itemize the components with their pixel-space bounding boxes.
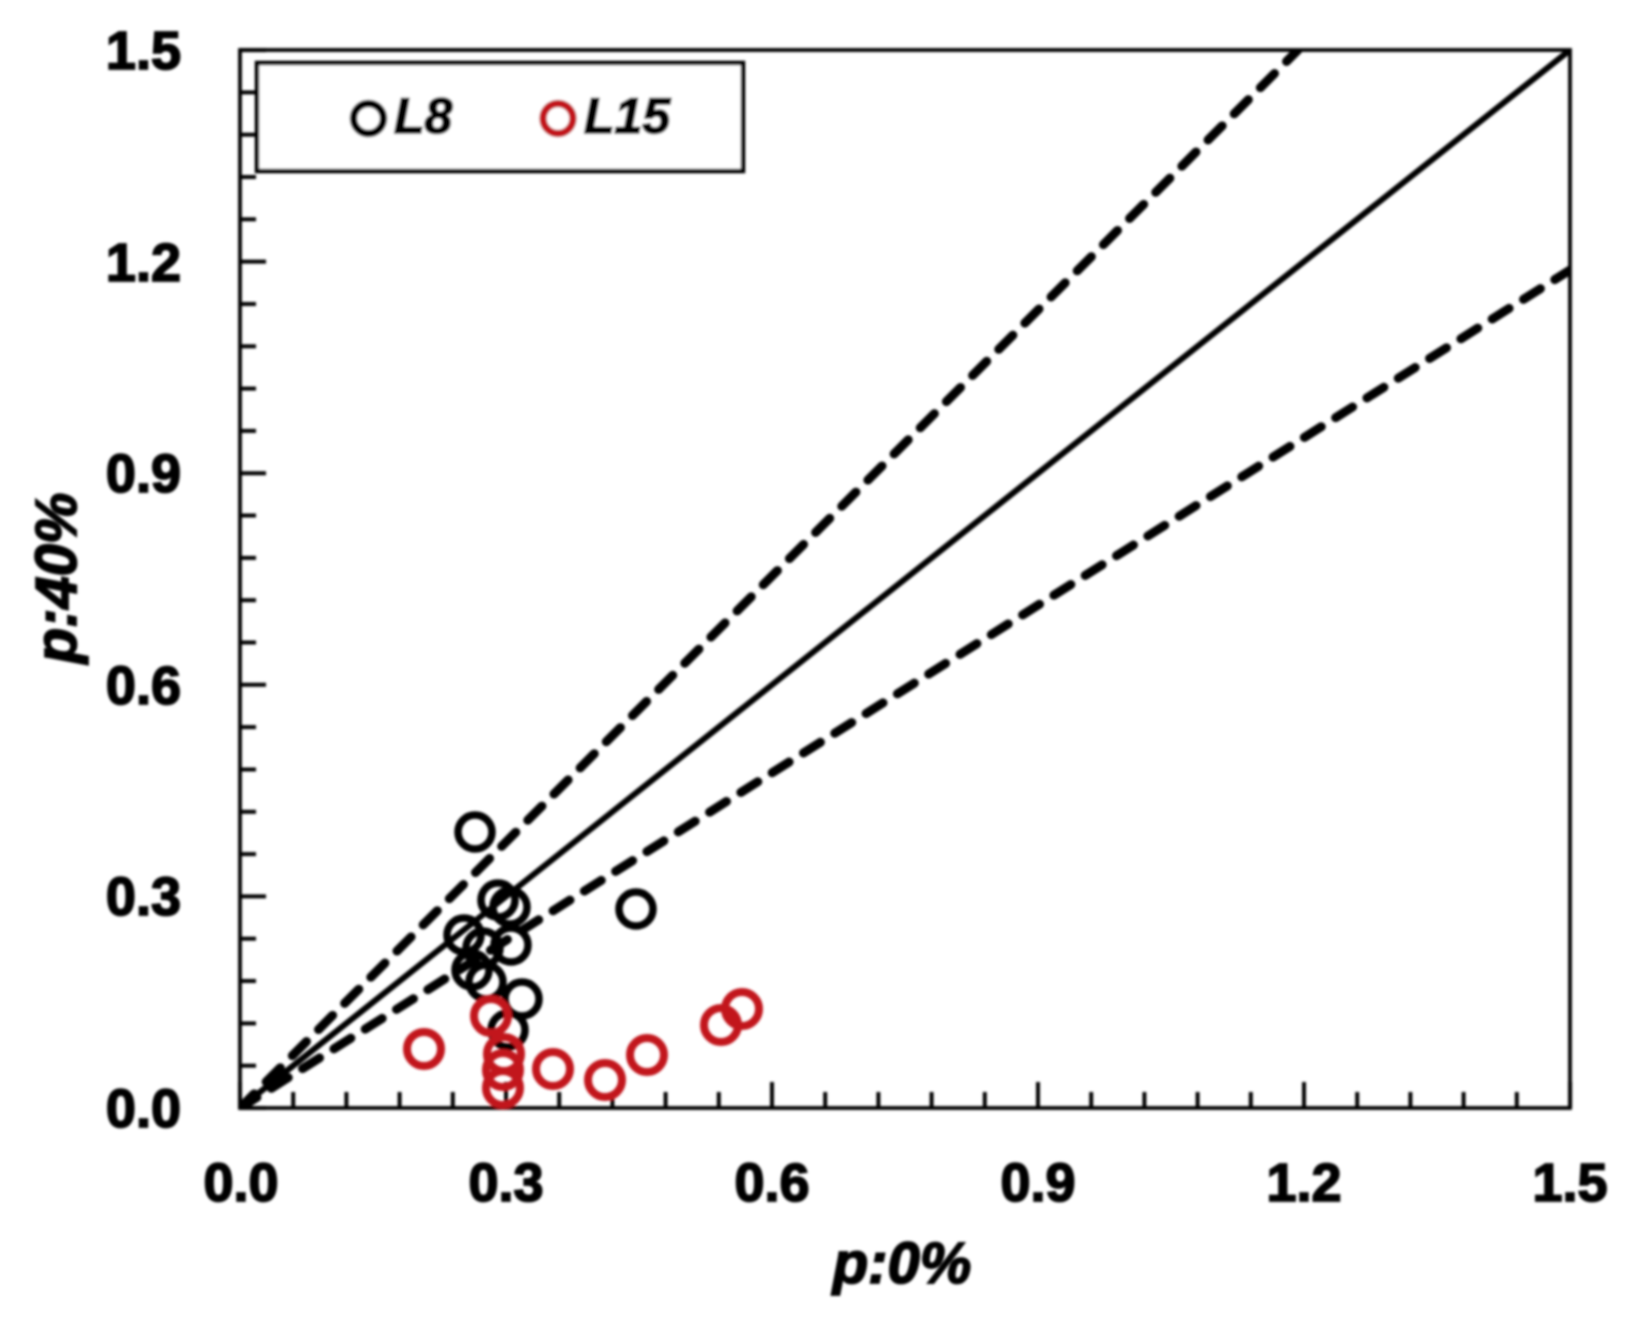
svg-text:1.2: 1.2	[1266, 1153, 1341, 1213]
svg-text:L15: L15	[584, 88, 671, 144]
svg-text:0.6: 0.6	[106, 656, 181, 716]
svg-text:1.5: 1.5	[1532, 1153, 1607, 1213]
svg-text:0.9: 0.9	[1000, 1153, 1075, 1213]
svg-text:1.5: 1.5	[106, 21, 181, 81]
svg-text:0.6: 0.6	[734, 1153, 809, 1213]
svg-text:0.9: 0.9	[106, 444, 181, 504]
svg-text:p:40%: p:40%	[24, 493, 89, 666]
svg-text:0.0: 0.0	[203, 1153, 278, 1213]
svg-text:1.2: 1.2	[106, 233, 181, 293]
svg-text:0.3: 0.3	[468, 1153, 543, 1213]
svg-text:0.0: 0.0	[106, 1079, 181, 1139]
svg-text:L8: L8	[394, 88, 453, 144]
svg-text:p:0%: p:0%	[831, 1231, 972, 1296]
svg-text:0.3: 0.3	[106, 867, 181, 927]
